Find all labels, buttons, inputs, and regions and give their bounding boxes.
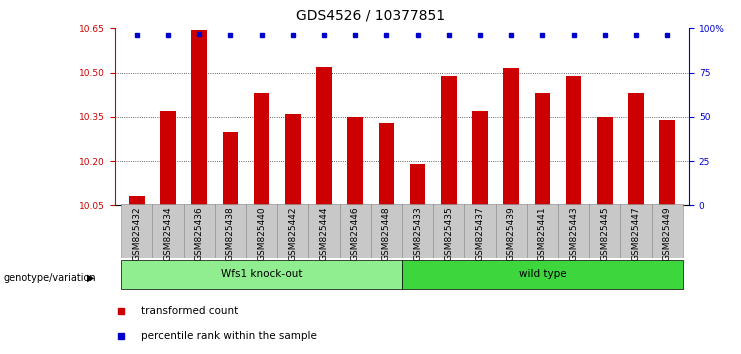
Bar	[558, 204, 589, 258]
Bar	[620, 204, 651, 258]
Bar	[433, 204, 465, 258]
Text: genotype/variation: genotype/variation	[4, 273, 96, 283]
Bar	[184, 204, 215, 258]
Text: GSM825440: GSM825440	[257, 206, 266, 261]
Text: GSM825449: GSM825449	[662, 206, 672, 261]
Bar	[566, 75, 582, 205]
Bar	[246, 204, 277, 258]
Bar	[589, 204, 620, 258]
Text: GSM825446: GSM825446	[350, 206, 359, 261]
Text: GSM825433: GSM825433	[413, 206, 422, 261]
Text: GSM825443: GSM825443	[569, 206, 578, 261]
Text: GSM825447: GSM825447	[631, 206, 640, 261]
Bar	[472, 111, 488, 205]
Text: GSM825442: GSM825442	[288, 206, 297, 261]
Text: GDS4526 / 10377851: GDS4526 / 10377851	[296, 9, 445, 23]
Bar	[628, 93, 644, 205]
Bar	[153, 204, 184, 258]
Bar	[316, 67, 332, 205]
Text: wild type: wild type	[519, 269, 566, 279]
Bar	[503, 68, 519, 205]
Bar	[348, 117, 363, 205]
Bar	[496, 204, 527, 258]
Text: GSM825435: GSM825435	[445, 206, 453, 261]
Bar	[597, 117, 613, 205]
Bar	[659, 120, 675, 205]
Bar	[222, 132, 238, 205]
Bar	[370, 204, 402, 258]
Bar	[441, 75, 456, 205]
Text: GSM825444: GSM825444	[319, 206, 328, 261]
Bar	[410, 164, 425, 205]
Text: percentile rank within the sample: percentile rank within the sample	[141, 331, 316, 341]
Bar	[121, 204, 153, 258]
Bar	[379, 123, 394, 205]
Bar	[651, 204, 683, 258]
Bar	[339, 204, 370, 258]
Bar	[191, 30, 207, 205]
Bar	[121, 260, 402, 289]
Bar	[160, 111, 176, 205]
Bar	[285, 114, 301, 205]
Text: GSM825439: GSM825439	[507, 206, 516, 261]
Bar	[215, 204, 246, 258]
Bar	[277, 204, 308, 258]
Bar	[527, 204, 558, 258]
Bar	[253, 93, 269, 205]
Text: GSM825436: GSM825436	[195, 206, 204, 261]
Text: GSM825434: GSM825434	[164, 206, 173, 261]
Bar	[535, 93, 551, 205]
Bar	[308, 204, 339, 258]
Bar	[465, 204, 496, 258]
Text: transformed count: transformed count	[141, 306, 238, 316]
Text: GSM825438: GSM825438	[226, 206, 235, 261]
Bar	[402, 260, 683, 289]
Text: Wfs1 knock-out: Wfs1 knock-out	[221, 269, 302, 279]
Text: GSM825437: GSM825437	[476, 206, 485, 261]
Text: ▶: ▶	[87, 273, 95, 283]
Text: GSM825432: GSM825432	[132, 206, 142, 261]
Bar	[129, 196, 144, 205]
Bar	[402, 204, 433, 258]
Text: GSM825441: GSM825441	[538, 206, 547, 261]
Text: GSM825445: GSM825445	[600, 206, 609, 261]
Text: GSM825448: GSM825448	[382, 206, 391, 261]
